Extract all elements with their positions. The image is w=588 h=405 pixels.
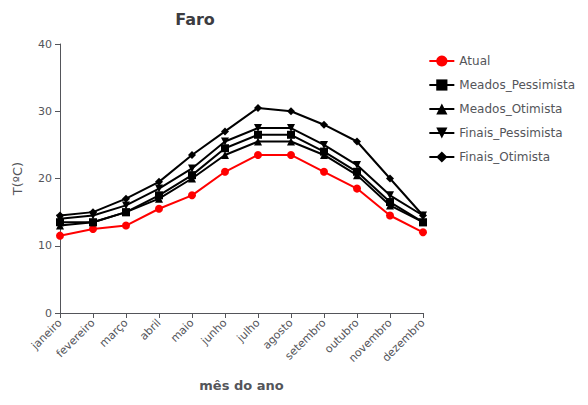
svg-text:Faro: Faro — [175, 10, 215, 29]
svg-text:Meados_Pessimista: Meados_Pessimista — [459, 78, 575, 92]
svg-text:novembro: novembro — [346, 316, 395, 365]
svg-text:10: 10 — [38, 239, 52, 252]
svg-text:T(ºC): T(ºC) — [10, 162, 25, 196]
svg-text:Finais_Otimista: Finais_Otimista — [459, 150, 550, 164]
svg-text:setembro: setembro — [282, 316, 328, 362]
svg-text:Atual: Atual — [459, 54, 490, 68]
svg-text:janeiro: janeiro — [28, 316, 65, 353]
svg-text:dezembro: dezembro — [380, 316, 428, 364]
svg-text:Meados_Otimista: Meados_Otimista — [459, 102, 562, 116]
svg-text:junho: junho — [198, 316, 230, 348]
svg-text:outubro: outubro — [322, 316, 362, 356]
svg-text:março: março — [97, 316, 131, 350]
svg-text:fevereiro: fevereiro — [54, 316, 98, 360]
svg-text:30: 30 — [38, 105, 52, 118]
svg-text:mês do ano: mês do ano — [199, 378, 283, 393]
svg-text:abril: abril — [137, 316, 163, 342]
svg-text:20: 20 — [38, 172, 52, 185]
svg-text:maio: maio — [168, 316, 197, 345]
svg-text:0: 0 — [45, 307, 52, 320]
svg-text:agosto: agosto — [260, 316, 296, 352]
svg-text:julho: julho — [234, 316, 263, 345]
svg-text:Finais_Pessimista: Finais_Pessimista — [459, 126, 562, 140]
svg-text:40: 40 — [38, 38, 52, 51]
